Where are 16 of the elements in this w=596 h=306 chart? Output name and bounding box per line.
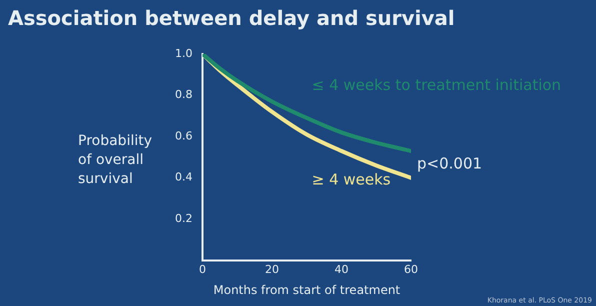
line-series: [202, 54, 411, 154]
y-tick-label: 0.8: [174, 88, 192, 102]
x-tick-label: 20: [264, 262, 279, 276]
y-tick-label: 0.4: [174, 170, 192, 184]
y-tick-label: 0.6: [174, 129, 192, 142]
x-tick-label: 60: [404, 262, 418, 276]
series-label: ≥ 4 weeks: [312, 170, 391, 188]
series-label: ≤ 4 weeks to treatment initiation: [312, 76, 562, 94]
x-axis-title: Months from start of treatment: [213, 282, 400, 297]
y-tick-label: 1.0: [174, 46, 192, 60]
y-tick-label: 0.2: [174, 212, 192, 225]
text: p<0.001: [417, 154, 482, 172]
x-tick-label: 0: [198, 262, 206, 276]
y-axis-title: Probability of overall survival: [78, 132, 154, 189]
x-tick-label: 40: [334, 262, 348, 276]
chart-title: Association between delay and survival: [8, 6, 455, 30]
